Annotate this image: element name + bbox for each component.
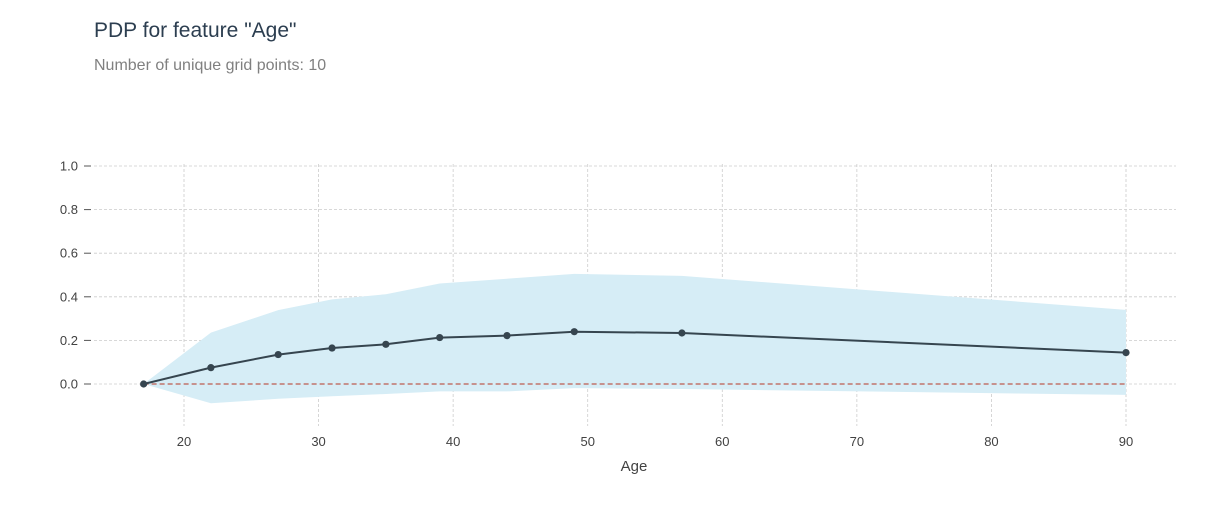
y-tick-label: 0.6 <box>60 246 78 261</box>
y-tick-label: 0.4 <box>60 289 78 304</box>
x-tick-label: 90 <box>1119 434 1133 449</box>
confidence-band <box>143 273 1127 404</box>
series-line <box>143 330 1127 385</box>
data-point <box>570 328 578 336</box>
y-axis-ticks: 0.0 0.2 0.4 0.6 0.8 1.0 <box>60 159 91 392</box>
x-tick-label: 30 <box>311 434 325 449</box>
data-point <box>274 350 282 359</box>
y-tick-label: 1.0 <box>60 159 78 174</box>
data-point <box>436 333 444 342</box>
data-point <box>382 340 390 348</box>
x-tick-label: 40 <box>446 434 460 449</box>
x-tick-label: 50 <box>580 434 594 449</box>
series-points <box>140 328 1130 388</box>
x-tick-label: 70 <box>850 434 864 449</box>
x-tick-label: 20 <box>177 434 191 449</box>
y-tick-label: 0.2 <box>60 333 78 348</box>
x-tick-label: 80 <box>984 434 998 449</box>
x-axis-ticks: 20 30 40 50 60 70 80 90 <box>177 434 1133 449</box>
x-tick-label: 60 <box>715 434 729 449</box>
data-point <box>207 364 215 372</box>
data-point <box>503 332 511 340</box>
data-point <box>140 380 148 388</box>
data-point <box>678 329 686 337</box>
data-point <box>1122 349 1130 357</box>
data-point <box>328 344 336 352</box>
y-tick-label: 0.0 <box>60 377 78 392</box>
x-axis-label: Age <box>621 458 648 475</box>
chart-title: PDP for feature "Age" <box>94 19 297 42</box>
chart-subtitle: Number of unique grid points: 10 <box>94 57 327 74</box>
y-tick-label: 0.8 <box>60 202 78 217</box>
